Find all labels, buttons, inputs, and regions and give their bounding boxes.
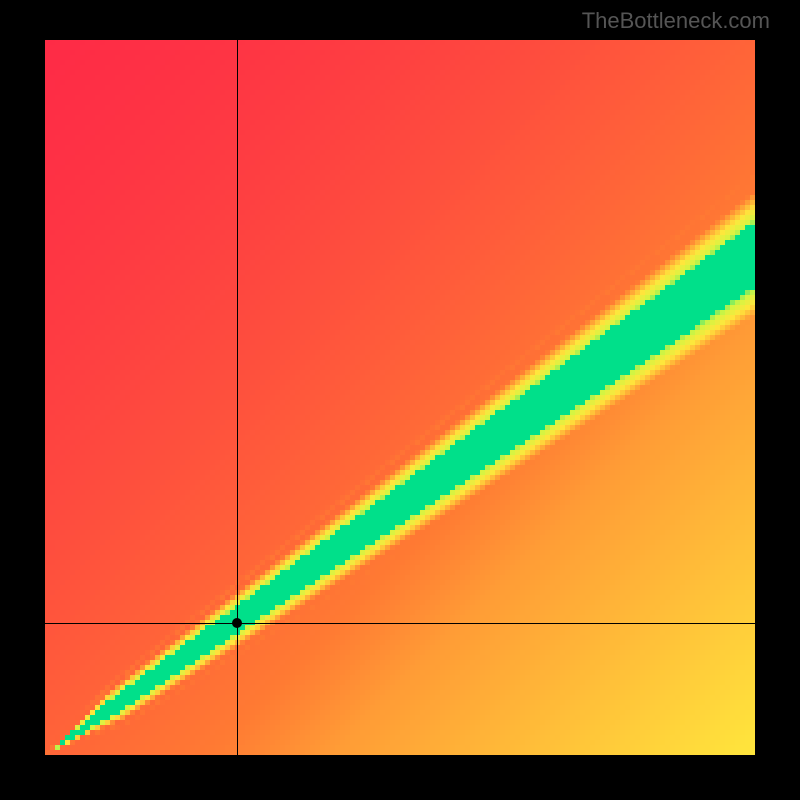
crosshair-vertical [237,40,238,755]
bottleneck-heatmap [45,40,755,755]
crosshair-horizontal [45,623,755,624]
bottleneck-marker [232,618,242,628]
heatmap-canvas [45,40,755,755]
watermark-text: TheBottleneck.com [582,8,770,34]
